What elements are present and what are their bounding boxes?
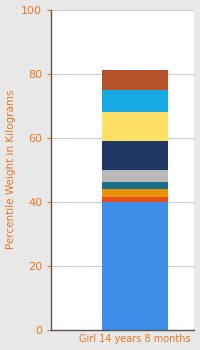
Bar — [102, 202, 168, 330]
Bar — [102, 189, 168, 197]
Bar — [102, 141, 168, 169]
Bar — [102, 182, 168, 189]
Bar — [102, 197, 168, 202]
Bar — [102, 169, 168, 182]
Y-axis label: Percentile Weight in Kilograms: Percentile Weight in Kilograms — [6, 90, 16, 249]
Bar — [102, 90, 168, 112]
Bar — [102, 70, 168, 90]
Bar — [102, 112, 168, 141]
